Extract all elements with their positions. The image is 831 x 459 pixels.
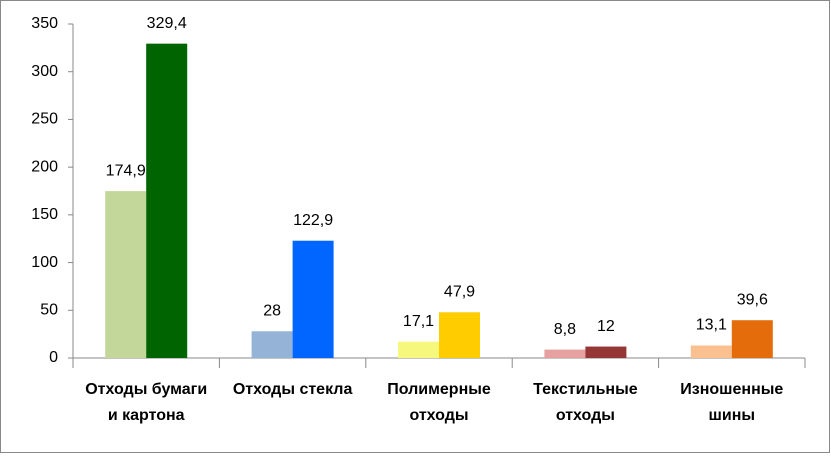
- x-tick-label-line: Отходы бумаги: [85, 381, 207, 398]
- value-label: 17,1: [403, 313, 434, 330]
- bar: [690, 345, 732, 358]
- value-label: 39,6: [737, 291, 768, 308]
- x-tick-label-line: Изношенные: [680, 381, 783, 398]
- x-tick-label-line: Отходы стекла: [233, 381, 353, 398]
- value-label: 28: [263, 302, 281, 319]
- x-tick-label-line: отходы: [409, 407, 468, 424]
- bar: [292, 240, 334, 358]
- x-tick-label: Текстильные отходы: [533, 381, 638, 424]
- x-tick-label-line: отходы: [556, 407, 615, 424]
- x-tick-label: Отходы бумаги и картона: [85, 381, 207, 424]
- y-tick-label: 50: [40, 302, 58, 319]
- bar: [398, 341, 439, 358]
- value-label: 47,9: [444, 284, 475, 301]
- bar: [585, 346, 627, 358]
- y-tick-label: 200: [31, 158, 58, 175]
- x-tick-label: Полимерные отходы: [387, 381, 491, 424]
- x-tick-label: Отходы стекла: [233, 381, 353, 398]
- y-tick-label: 300: [31, 63, 58, 80]
- value-label: 122,9: [293, 212, 333, 229]
- bar: [251, 331, 293, 358]
- value-label: 12: [597, 318, 615, 335]
- bar: [544, 349, 586, 358]
- y-tick-label: 0: [49, 349, 58, 366]
- x-tick-label-line: Полимерные: [387, 381, 491, 398]
- y-tick-label: 250: [31, 111, 58, 128]
- value-label: 13,1: [696, 317, 727, 334]
- bar: [146, 43, 188, 358]
- y-tick-label: 100: [31, 254, 58, 271]
- value-label: 174,9: [106, 162, 146, 179]
- bar: [439, 312, 480, 358]
- x-tick-label: Изношенные шины: [680, 381, 783, 424]
- value-label: 329,4: [147, 15, 187, 32]
- value-label: 8,8: [554, 321, 576, 338]
- bar: [105, 191, 147, 358]
- x-tick-label-line: и картона: [108, 407, 185, 424]
- x-tick-label-line: шины: [709, 407, 756, 424]
- x-tick-label-line: Текстильные: [533, 381, 638, 398]
- bar: [731, 320, 773, 358]
- y-tick-label: 150: [31, 206, 58, 223]
- y-tick-label: 350: [31, 15, 58, 32]
